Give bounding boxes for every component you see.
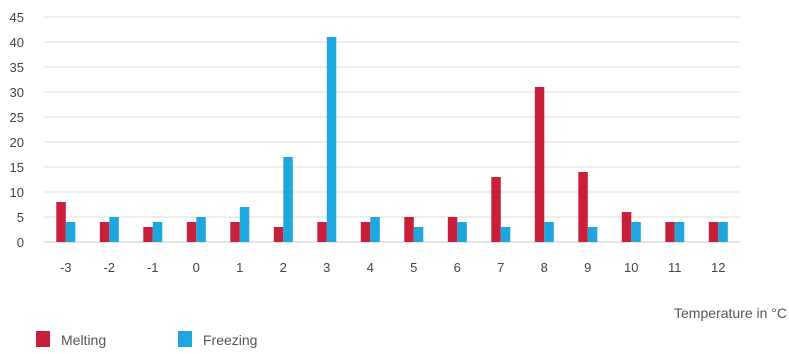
x-tick-label: 12 bbox=[711, 260, 725, 275]
melting-bar bbox=[708, 222, 719, 242]
legend-label: Melting bbox=[61, 332, 106, 348]
x-tick-label: 0 bbox=[193, 260, 200, 275]
melting-bar bbox=[99, 222, 110, 242]
x-tick-label: -3 bbox=[60, 260, 72, 275]
x-axis-title: Temperature in °C bbox=[674, 305, 787, 321]
freezing-bar bbox=[631, 222, 641, 242]
y-tick-label: 45 bbox=[10, 10, 24, 25]
freezing-bar bbox=[239, 207, 250, 242]
melting-bar bbox=[317, 222, 327, 242]
x-tick-label: 10 bbox=[624, 260, 638, 275]
freezing-bar bbox=[283, 157, 293, 242]
y-axis-tick-labels: 0 5 10 15 20 25 30 35 40 45 bbox=[10, 10, 24, 250]
freezing-bar bbox=[544, 222, 554, 242]
x-tick-label: 1 bbox=[236, 260, 243, 275]
y-tick-label: 35 bbox=[10, 60, 24, 75]
freezing-bar bbox=[370, 217, 380, 242]
x-tick-label: -2 bbox=[103, 260, 115, 275]
melting-bar bbox=[273, 227, 284, 242]
x-tick-label: 4 bbox=[367, 260, 374, 275]
freezing-bar bbox=[65, 222, 76, 242]
x-tick-label: 5 bbox=[410, 260, 417, 275]
freezing-bar bbox=[674, 222, 685, 242]
freezing-bar bbox=[326, 37, 337, 242]
melting-bar bbox=[360, 222, 371, 242]
legend-item-melting: Melting bbox=[36, 331, 106, 348]
legend-swatch bbox=[36, 331, 50, 347]
freezing-bar bbox=[196, 217, 206, 242]
melting-bar bbox=[534, 87, 545, 242]
legend-label: Freezing bbox=[203, 332, 257, 348]
freezing-bar bbox=[587, 227, 598, 242]
melting-bar bbox=[447, 217, 458, 242]
melting-bar bbox=[230, 222, 240, 242]
x-tick-label: -1 bbox=[147, 260, 159, 275]
melting-bar bbox=[621, 212, 632, 242]
x-tick-label: 11 bbox=[668, 260, 682, 275]
x-tick-label: 2 bbox=[280, 260, 287, 275]
y-tick-label: 5 bbox=[17, 210, 24, 225]
melting-bar bbox=[56, 202, 66, 242]
x-tick-label: 9 bbox=[584, 260, 591, 275]
melting-bar bbox=[491, 177, 501, 242]
melting-bar bbox=[143, 227, 153, 242]
legend-swatch bbox=[178, 331, 192, 347]
legend-item-freezing: Freezing bbox=[178, 331, 257, 348]
freezing-bar bbox=[500, 227, 511, 242]
bars bbox=[56, 37, 728, 242]
gridlines bbox=[44, 16, 740, 243]
melting-bar bbox=[578, 172, 588, 242]
melting-bar bbox=[665, 222, 675, 242]
y-tick-label: 10 bbox=[10, 185, 24, 200]
y-tick-label: 0 bbox=[17, 235, 24, 250]
x-tick-label: 7 bbox=[497, 260, 504, 275]
freezing-bar bbox=[152, 222, 163, 242]
y-tick-label: 40 bbox=[10, 35, 24, 50]
freezing-bar bbox=[109, 217, 119, 242]
x-tick-label: 8 bbox=[541, 260, 548, 275]
x-tick-label: 6 bbox=[454, 260, 461, 275]
x-tick-label: 3 bbox=[323, 260, 330, 275]
melting-bar bbox=[186, 222, 197, 242]
y-tick-label: 15 bbox=[10, 160, 24, 175]
y-tick-label: 25 bbox=[10, 110, 24, 125]
freezing-bar bbox=[413, 227, 424, 242]
x-axis-tick-labels: -3 -2 -1 0 1 2 3 4 5 6 7 8 9 10 11 12 bbox=[60, 260, 726, 275]
y-tick-label: 30 bbox=[10, 85, 24, 100]
freezing-bar bbox=[718, 222, 728, 242]
y-tick-label: 20 bbox=[10, 135, 24, 150]
melting-bar bbox=[404, 217, 414, 242]
legend: Melting Freezing bbox=[36, 331, 257, 348]
freezing-bar bbox=[457, 222, 467, 242]
